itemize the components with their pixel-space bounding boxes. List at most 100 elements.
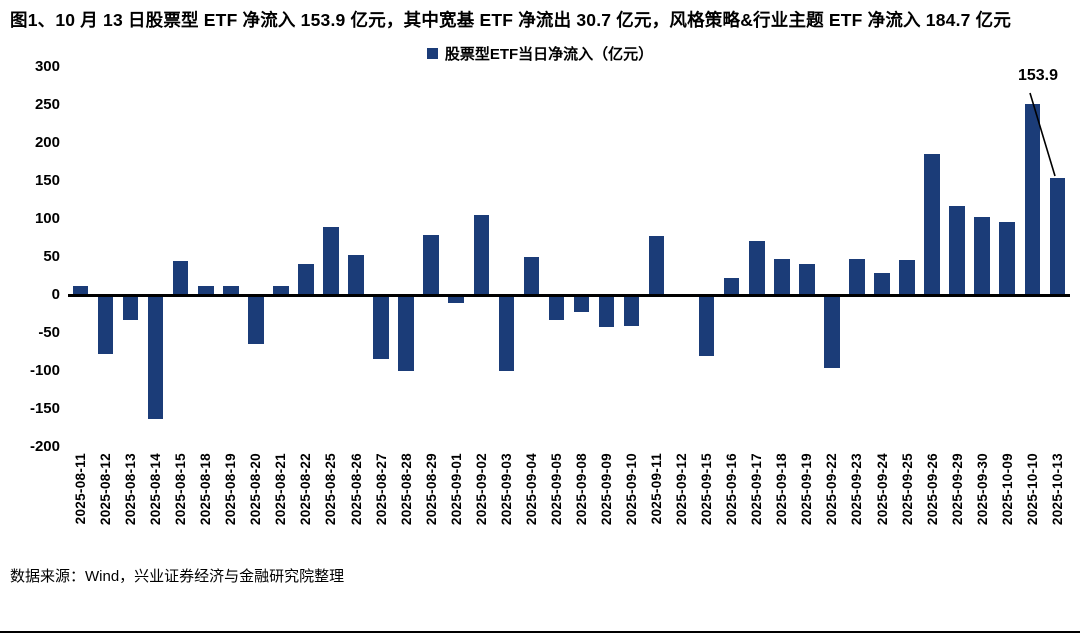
bar-2025-09-29 [949, 205, 965, 296]
x-tick-label: 2025-08-12 [98, 453, 114, 526]
bar-2025-09-24 [874, 273, 890, 296]
x-tick-label: 2025-09-23 [849, 453, 865, 526]
bar-2025-09-17 [749, 240, 765, 296]
x-slot: 2025-10-10 [1020, 453, 1045, 557]
x-tick-label: 2025-09-25 [899, 453, 915, 526]
x-tick-label: 2025-09-19 [799, 453, 815, 526]
y-tick-label: 100 [34, 210, 60, 228]
source-note: 数据来源：Wind，兴业证券经济与金融研究院整理 [10, 568, 345, 586]
bar-slot [369, 67, 394, 447]
bar-2025-10-13 [1049, 178, 1066, 296]
bar-slot [895, 67, 920, 447]
bar-slot [218, 67, 243, 447]
bar-slot [469, 67, 494, 447]
x-slot: 2025-09-05 [544, 453, 569, 557]
x-slot: 2025-09-22 [819, 453, 844, 557]
x-tick-label: 2025-09-26 [924, 453, 940, 526]
bar-slot [744, 67, 769, 447]
bar-slot [644, 67, 669, 447]
bar-2025-09-30 [974, 217, 990, 296]
x-slot: 2025-09-03 [494, 453, 519, 557]
chart-body: 300 250 200 150 100 50 0 -50 -100 -150 -200 153.9 [10, 58, 1070, 455]
x-slot: 2025-09-09 [594, 453, 619, 557]
y-tick-label: 300 [34, 58, 60, 76]
bar-2025-08-26 [348, 255, 364, 296]
bar-2025-09-04 [523, 257, 540, 296]
bar-2025-08-13 [122, 295, 139, 320]
x-tick-label: 2025-09-16 [724, 453, 740, 526]
bar-2025-09-15 [698, 295, 715, 357]
x-slot: 2025-08-26 [344, 453, 369, 557]
y-tick-label: 200 [34, 134, 60, 152]
bar-2025-08-19 [223, 286, 239, 296]
x-slot: 2025-10-13 [1045, 453, 1070, 557]
bar-slot [318, 67, 343, 447]
bar-slot [268, 67, 293, 447]
x-slot: 2025-10-09 [995, 453, 1020, 557]
bar-slot [444, 67, 469, 447]
x-slot: 2025-09-17 [744, 453, 769, 557]
bar-2025-09-19 [799, 264, 815, 296]
bar-2025-10-09 [999, 222, 1015, 296]
x-tick-label: 2025-09-08 [573, 453, 589, 526]
x-tick-label: 2025-09-15 [699, 453, 715, 526]
x-tick-label: 2025-09-18 [774, 453, 790, 526]
x-tick-label: 2025-08-21 [273, 453, 289, 526]
bar-slot [168, 67, 193, 447]
bar-slot [694, 67, 719, 447]
x-tick-label: 2025-09-01 [448, 453, 464, 526]
bar-slot [1045, 67, 1070, 447]
bar-slot [419, 67, 444, 447]
x-slot: 2025-09-16 [719, 453, 744, 557]
bar-slot [945, 67, 970, 447]
x-slot: 2025-09-24 [870, 453, 895, 557]
bar-slot [995, 67, 1020, 447]
x-slot: 2025-08-13 [118, 453, 143, 557]
bar-2025-09-16 [723, 277, 740, 296]
plot-area: 153.9 [68, 67, 1070, 447]
bar-2025-08-15 [172, 261, 189, 296]
chart-legend: 股票型ETF当日净流入（亿元） [10, 43, 1070, 63]
bar-slot [819, 67, 844, 447]
bar-slot [619, 67, 644, 447]
y-axis: 300 250 200 150 100 50 0 -50 -100 -150 -200 [10, 58, 68, 455]
x-tick-label: 2025-08-26 [348, 453, 364, 526]
x-slot: 2025-09-23 [844, 453, 869, 557]
bar-2025-09-26 [924, 154, 940, 296]
x-slot: 2025-09-04 [519, 453, 544, 557]
x-slot: 2025-09-30 [970, 453, 995, 557]
bar-2025-08-21 [273, 285, 289, 296]
x-tick-label: 2025-09-02 [473, 453, 489, 526]
bar-slot [920, 67, 945, 447]
y-tick-label: 0 [51, 286, 60, 304]
bar-slot [594, 67, 619, 447]
x-tick-label: 2025-08-14 [148, 453, 164, 526]
legend-swatch-icon [426, 47, 438, 59]
bar-2025-08-18 [197, 286, 214, 296]
bar-slot [293, 67, 318, 447]
bar-slot [544, 67, 569, 447]
bar-2025-08-29 [423, 234, 439, 296]
bar-2025-09-01 [448, 295, 464, 303]
bar-slot [394, 67, 419, 447]
y-tick-label: 50 [43, 248, 60, 266]
x-tick-label: 2025-10-13 [1049, 453, 1065, 526]
x-slot: 2025-08-15 [168, 453, 193, 557]
bar-slot [870, 67, 895, 447]
x-slot: 2025-09-01 [444, 453, 469, 557]
x-tick-label: 2025-09-30 [974, 453, 990, 526]
x-tick-label: 2025-08-15 [173, 453, 189, 526]
bar-slot [93, 67, 118, 447]
bar-2025-09-08 [573, 295, 590, 313]
bar-slot [719, 67, 744, 447]
bar-slot [844, 67, 869, 447]
bar-2025-10-10 [1024, 103, 1041, 296]
x-tick-label: 2025-09-17 [749, 453, 765, 526]
bar-2025-08-22 [298, 264, 314, 296]
bottom-rule [0, 631, 1080, 633]
x-tick-label: 2025-09-24 [874, 453, 890, 526]
bar-slot [970, 67, 995, 447]
x-tick-label: 2025-09-22 [824, 453, 840, 526]
y-tick-label: -200 [29, 438, 60, 456]
